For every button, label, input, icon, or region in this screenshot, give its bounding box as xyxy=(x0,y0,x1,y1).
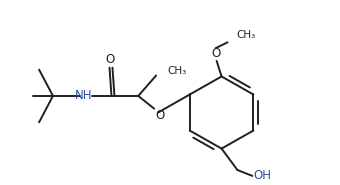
Text: OH: OH xyxy=(253,169,271,182)
Text: O: O xyxy=(155,109,165,122)
Text: CH₃: CH₃ xyxy=(236,30,256,40)
Text: O: O xyxy=(106,53,115,66)
Text: O: O xyxy=(211,47,220,60)
Text: NH: NH xyxy=(75,89,92,102)
Text: CH₃: CH₃ xyxy=(167,66,186,76)
